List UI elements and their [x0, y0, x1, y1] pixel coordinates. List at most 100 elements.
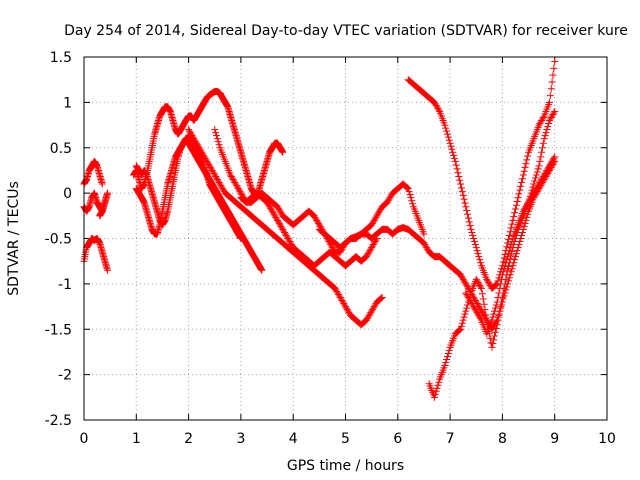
data-point — [206, 162, 214, 170]
plot-frame — [83, 56, 608, 421]
data-point — [213, 135, 221, 143]
data-point — [461, 199, 469, 207]
data-point — [371, 238, 379, 246]
data-point — [443, 127, 451, 135]
data-point — [466, 297, 474, 305]
data-point — [542, 129, 550, 137]
data-point — [336, 293, 344, 301]
data-point — [219, 186, 227, 194]
data-point — [266, 203, 274, 211]
data-point — [531, 188, 539, 196]
data-point — [442, 124, 450, 132]
x-tick-label: 5 — [341, 431, 350, 447]
data-point — [485, 280, 493, 288]
data-point — [420, 239, 428, 247]
data-point — [507, 268, 515, 276]
data-point — [366, 310, 374, 318]
data-point — [279, 148, 287, 156]
data-point — [188, 132, 196, 140]
data-point — [313, 216, 321, 224]
data-point — [104, 266, 112, 274]
data-point — [285, 236, 293, 244]
data-point — [270, 210, 278, 218]
data-point — [274, 203, 282, 211]
data-point — [491, 332, 499, 340]
data-point — [501, 262, 509, 270]
data-point — [525, 197, 533, 205]
data-point — [369, 218, 377, 226]
data-point — [408, 197, 416, 205]
data-point — [535, 121, 543, 129]
data-point — [524, 152, 532, 160]
data-point — [455, 172, 463, 180]
data-point — [342, 303, 349, 311]
data-point — [328, 242, 336, 250]
data-point — [422, 242, 430, 250]
data-point — [538, 174, 546, 182]
data-point — [481, 306, 489, 314]
data-point — [520, 206, 528, 214]
x-tick-labels: 0 1 2 3 4 5 6 7 8 9 10 — [80, 431, 616, 447]
data-point — [314, 219, 322, 227]
data-point — [534, 165, 542, 173]
data-point — [549, 71, 557, 79]
data-point — [276, 207, 284, 215]
data-point — [488, 343, 496, 351]
data-point — [484, 277, 492, 285]
data-point — [462, 280, 470, 288]
x-tick-label: 1 — [132, 431, 141, 447]
data-point — [423, 244, 431, 252]
data-point — [341, 301, 349, 309]
data-point — [508, 220, 516, 228]
data-point — [203, 157, 211, 165]
data-point — [443, 130, 451, 138]
data-point — [514, 194, 522, 202]
data-point — [503, 256, 511, 264]
data-point — [375, 207, 383, 215]
data-point — [404, 185, 412, 193]
data-point — [331, 284, 339, 292]
data-point — [333, 287, 341, 295]
data-point — [207, 165, 215, 173]
data-point — [274, 216, 282, 224]
data-point — [538, 148, 546, 156]
data-point — [196, 145, 204, 153]
data-point — [200, 153, 208, 161]
data-point — [368, 307, 376, 315]
data-point — [214, 138, 222, 146]
data-point — [328, 244, 336, 252]
data-point — [226, 171, 234, 179]
data-point — [185, 127, 193, 135]
data-point — [369, 242, 377, 250]
data-point — [189, 133, 197, 141]
chart-title: Day 254 of 2014, Sidereal Day-to-day VTE… — [64, 23, 628, 39]
data-point — [518, 179, 526, 187]
data-point — [185, 126, 193, 134]
data-point — [504, 239, 512, 247]
data-point — [520, 167, 528, 175]
data-point — [265, 201, 273, 209]
data-point — [477, 283, 485, 291]
data-point — [550, 64, 558, 72]
data-point — [513, 197, 521, 205]
data-point — [433, 103, 441, 111]
data-point — [509, 216, 517, 224]
y-tick-label: 0.5 — [50, 141, 72, 157]
data-point — [366, 247, 374, 255]
data-point — [98, 180, 106, 188]
data-point — [233, 183, 241, 191]
data-point — [541, 132, 549, 140]
data-point — [512, 250, 520, 258]
data-point — [449, 148, 457, 156]
data-point — [444, 133, 452, 141]
data-point — [533, 183, 541, 191]
data-point — [362, 253, 370, 261]
data-point — [457, 322, 465, 330]
series-0 — [80, 235, 112, 274]
data-point — [531, 177, 539, 185]
data-point — [457, 272, 465, 280]
data-point — [377, 294, 385, 302]
data-point — [549, 110, 557, 118]
data-point — [368, 221, 376, 229]
data-point — [500, 265, 508, 273]
